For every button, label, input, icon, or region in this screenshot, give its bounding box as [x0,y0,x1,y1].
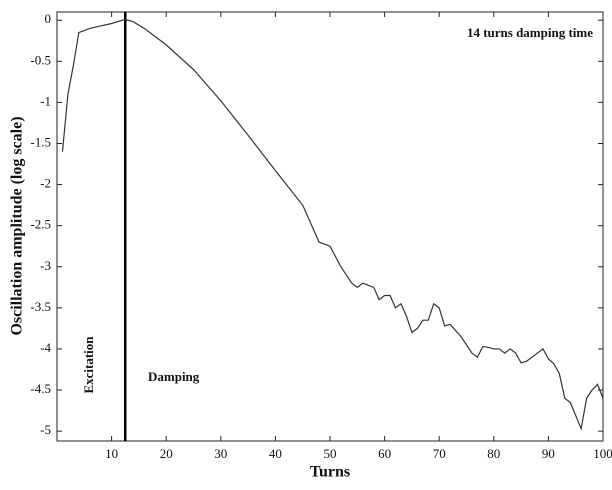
y-tick-label: -2.5 [30,217,51,232]
x-tick-label: 20 [160,446,173,461]
y-tick-label: -4.5 [30,381,51,396]
x-tick-label: 40 [269,446,282,461]
y-tick-label: -1.5 [30,134,51,149]
y-tick-label: -0.5 [30,52,51,67]
y-tick-label: 0 [45,11,52,26]
y-tick-label: -5 [40,422,51,437]
y-tick-label: -1 [40,93,51,108]
annotation: 14 turns damping time [467,25,593,40]
y-axis-label: Oscillation amplitude (log scale) [9,116,26,335]
x-axis-label: Turns [310,464,350,481]
x-tick-label: 90 [542,446,555,461]
y-tick-label: -4 [40,340,51,355]
y-tick-label: -3 [40,258,51,273]
x-tick-label: 50 [324,446,337,461]
annotation: Excitation [81,336,96,394]
plot-frame [56,11,604,442]
data-line [61,19,604,431]
x-tick-label: 80 [487,446,500,461]
y-tick-label: -2 [40,176,51,191]
x-tick-label: 70 [433,446,446,461]
x-tick-label: 10 [105,446,118,461]
annotation: Damping [148,369,200,384]
x-tick-label: 60 [378,446,391,461]
x-tick-label: 30 [214,446,227,461]
y-tick-label: -3.5 [30,299,51,314]
x-tick-label: 100 [593,446,612,461]
